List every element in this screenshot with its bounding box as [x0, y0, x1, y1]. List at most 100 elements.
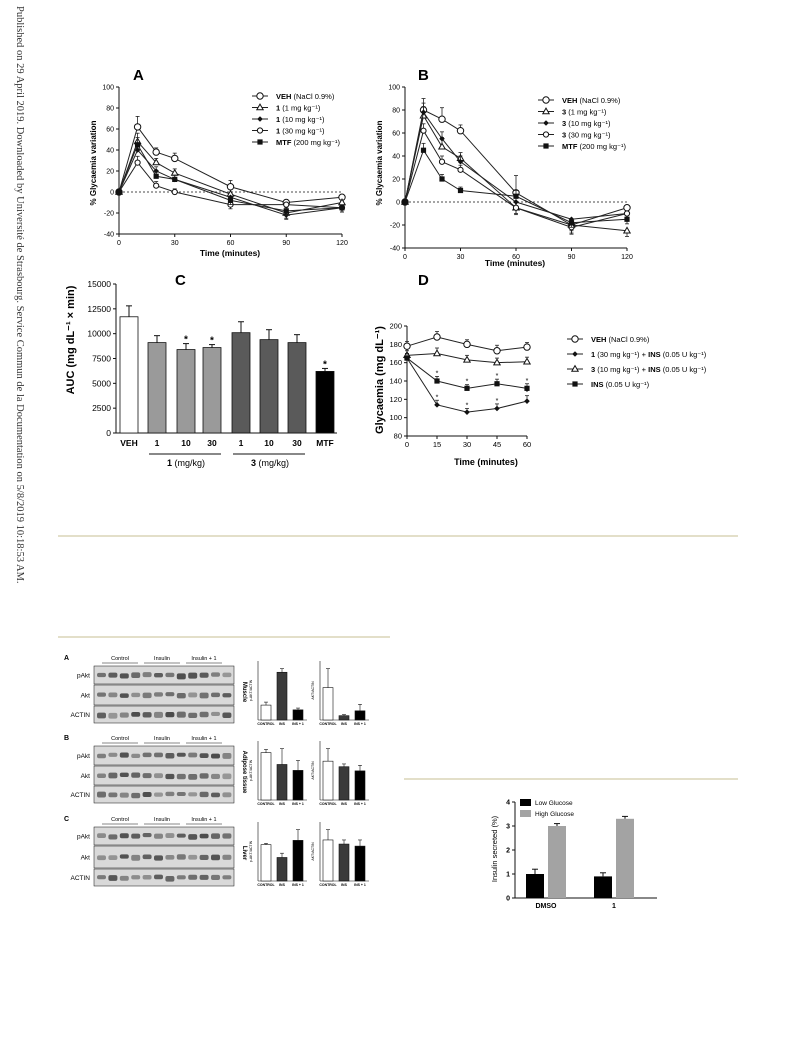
blot-band: [222, 672, 232, 678]
blot-band: [97, 875, 106, 880]
blot-band: [154, 673, 163, 678]
blot-membrane: [93, 765, 235, 786]
blot-band: [119, 712, 129, 718]
blot-row-label: pAkt: [77, 834, 90, 841]
mini-bar: [292, 840, 304, 882]
blot-band: [119, 792, 129, 798]
blot-band: [154, 792, 163, 797]
legend-label: High Glucose: [535, 811, 574, 818]
blot-band: [142, 752, 152, 758]
insulin-secretion-chart: Insulin secreted (%) 4 3 2 1 0 DMSO 1 Low Gluc…: [490, 799, 657, 910]
legend-marker: [256, 92, 264, 100]
panel-a: A % Glycaemia variation Time (minutes) 1…: [89, 67, 348, 258]
data-point: [339, 205, 345, 211]
y-tick-label: 180: [389, 340, 402, 349]
data-point: [622, 226, 632, 234]
blot-band: [199, 791, 209, 798]
legend-label: VEH (NaCl 0.9%): [591, 335, 650, 344]
lane-group-label: Control: [111, 736, 129, 742]
blot-band: [165, 875, 175, 882]
legend-label: 3 (1 mg kg⁻¹): [562, 108, 607, 117]
blot-section-B: B Control Insulin Insulin + 1 pAkt Akt ACTIN Ad…: [64, 735, 369, 806]
x-tick-label: 15: [433, 440, 441, 449]
x-tick-label: 30: [292, 438, 302, 448]
y-tick-label: -40: [104, 232, 114, 239]
panel-b: B % Glycaemia variation Time (minutes) 1…: [375, 67, 633, 268]
blot-row-label: ACTIN: [71, 792, 91, 799]
data-point: [464, 385, 470, 391]
lane-group-label: Insulin: [154, 656, 170, 662]
data-point: [432, 349, 442, 357]
legend-marker: [257, 139, 263, 145]
x-tick-label: VEH: [120, 438, 137, 448]
blot-band: [108, 692, 118, 698]
series-5: [402, 142, 630, 228]
data-point: [134, 142, 141, 148]
blot-band: [165, 752, 175, 759]
data-point: [457, 187, 464, 194]
x-tick-label: 30: [171, 240, 179, 247]
panel-c-group2-label: 3 (mg/kg): [251, 458, 289, 468]
data-point: [172, 176, 178, 182]
panel-d-legend: VEH (NaCl 0.9%) 1 (30 mg kg⁻¹) + INS (0.0…: [567, 335, 707, 389]
data-point: [568, 216, 575, 223]
legend-marker: [543, 143, 549, 149]
blot-section-C: C Control Insulin Insulin + 1 pAkt Akt ACTIN Li…: [64, 816, 369, 887]
blot-band: [131, 672, 141, 678]
y-tick-label: 0: [506, 896, 510, 903]
blot-band: [142, 854, 152, 860]
mini-bar: [322, 839, 334, 882]
blot-band: [97, 791, 106, 798]
bar-low-glucose: [594, 876, 612, 898]
blot-band: [176, 693, 186, 699]
data-point: [283, 208, 289, 214]
x-tick-label: 30: [207, 438, 217, 448]
mini-ylabel: AKT/ACTIN: [311, 842, 315, 861]
data-point: [493, 347, 501, 355]
legend-label: INS (0.05 U kg⁻¹): [591, 380, 650, 389]
mini-x-label: INS: [279, 802, 286, 806]
blot-band: [211, 753, 220, 759]
panel-b-legend: VEH (NaCl 0.9%) 3 (1 mg kg⁻¹) 3 (10 mg kg⁻…: [538, 96, 626, 151]
blot-membrane: [93, 845, 235, 869]
mini-bar: [322, 687, 334, 721]
mini-x-label: INS + 1: [292, 722, 304, 726]
data-point: [434, 378, 440, 384]
significance-star: *: [496, 398, 499, 405]
blot-band: [176, 875, 186, 880]
mini-bar: [292, 709, 304, 721]
mini-x-label: INS + 1: [354, 722, 366, 726]
data-point: [457, 166, 464, 173]
blot-membrane: [93, 745, 235, 766]
blot-band: [199, 874, 209, 880]
divider-1: [58, 535, 738, 537]
blot-band: [131, 875, 141, 880]
blot-band: [211, 833, 220, 839]
blot-band: [108, 712, 118, 719]
blot-band: [142, 792, 152, 797]
blot-band: [176, 833, 186, 838]
blot-band: [142, 773, 152, 779]
x-tick-label: DMSO: [536, 903, 558, 910]
blot-row-label: pAkt: [77, 673, 90, 680]
blot-band: [119, 833, 129, 839]
bar: [315, 371, 335, 434]
blot-row-label: Akt: [81, 693, 91, 700]
significance-star: *: [496, 373, 499, 380]
panel-d-letter: D: [418, 272, 429, 289]
data-point: [420, 127, 427, 134]
panel-b-xlabel: Time (minutes): [485, 258, 545, 268]
series-4: [404, 353, 530, 391]
data-point: [439, 176, 445, 182]
blot-band: [222, 753, 232, 759]
mini-x-label: CONTROL: [257, 883, 275, 887]
western-blot-figure: A Control Insulin Insulin + 1 pAkt Akt ACTIN Mu…: [64, 655, 369, 887]
bar: [119, 316, 139, 434]
lane-group-label: Insulin + 1: [191, 656, 216, 662]
blot-band: [142, 833, 152, 838]
blot-band: [222, 875, 232, 880]
mini-bar: [276, 764, 288, 801]
panel-a-legend: VEH (NaCl 0.9%) 1 (1 mg kg⁻¹) 1 (10 mg kg⁻…: [252, 92, 340, 147]
